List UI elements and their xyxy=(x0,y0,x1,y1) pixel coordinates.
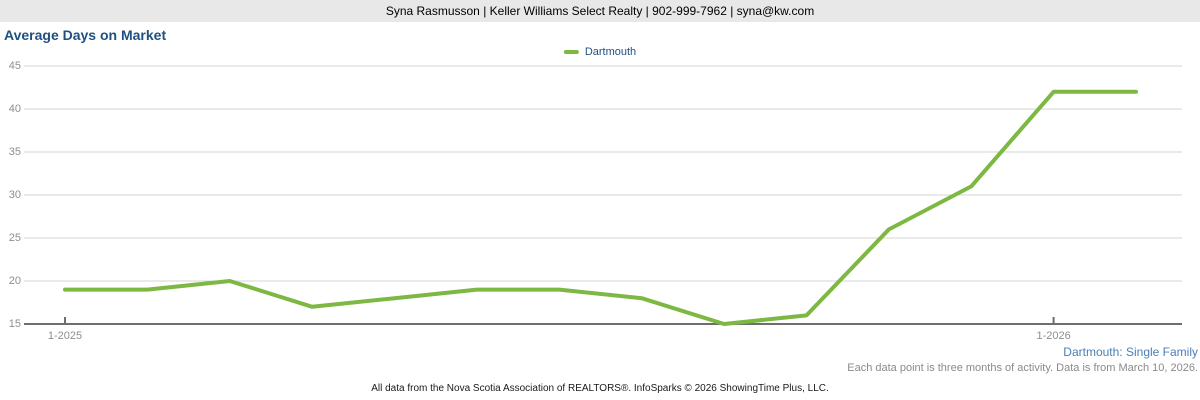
chart-legend: Dartmouth xyxy=(563,46,637,58)
y-axis-label-15: 15 xyxy=(8,318,21,330)
y-axis-label-35: 35 xyxy=(8,146,21,158)
x-axis-label-1-2026: 1-2026 xyxy=(1036,330,1071,342)
y-axis-label-40: 40 xyxy=(8,103,21,115)
series-context-note: Dartmouth: Single Family xyxy=(1063,345,1198,359)
agent-contact-text: Syna Rasmusson | Keller Williams Select … xyxy=(385,4,815,18)
page-title: Average Days on Market xyxy=(4,27,167,43)
y-axis-label-45: 45 xyxy=(8,60,21,72)
y-axis-label-25: 25 xyxy=(8,232,21,244)
legend-swatch-dartmouth xyxy=(563,50,579,54)
y-axis-label-20: 20 xyxy=(8,275,21,287)
series-line-dartmouth[interactable] xyxy=(63,89,1138,326)
x-axis-label-1-2025: 1-2025 xyxy=(47,330,83,342)
legend-label-dartmouth[interactable]: Dartmouth xyxy=(584,46,637,58)
y-axis-label-30: 30 xyxy=(8,189,21,201)
agent-contact-header: Syna Rasmusson | Keller Williams Select … xyxy=(0,0,1200,22)
data-period-note: Each data point is three months of activ… xyxy=(847,362,1198,374)
attribution-footer: All data from the Nova Scotia Associatio… xyxy=(371,383,829,394)
